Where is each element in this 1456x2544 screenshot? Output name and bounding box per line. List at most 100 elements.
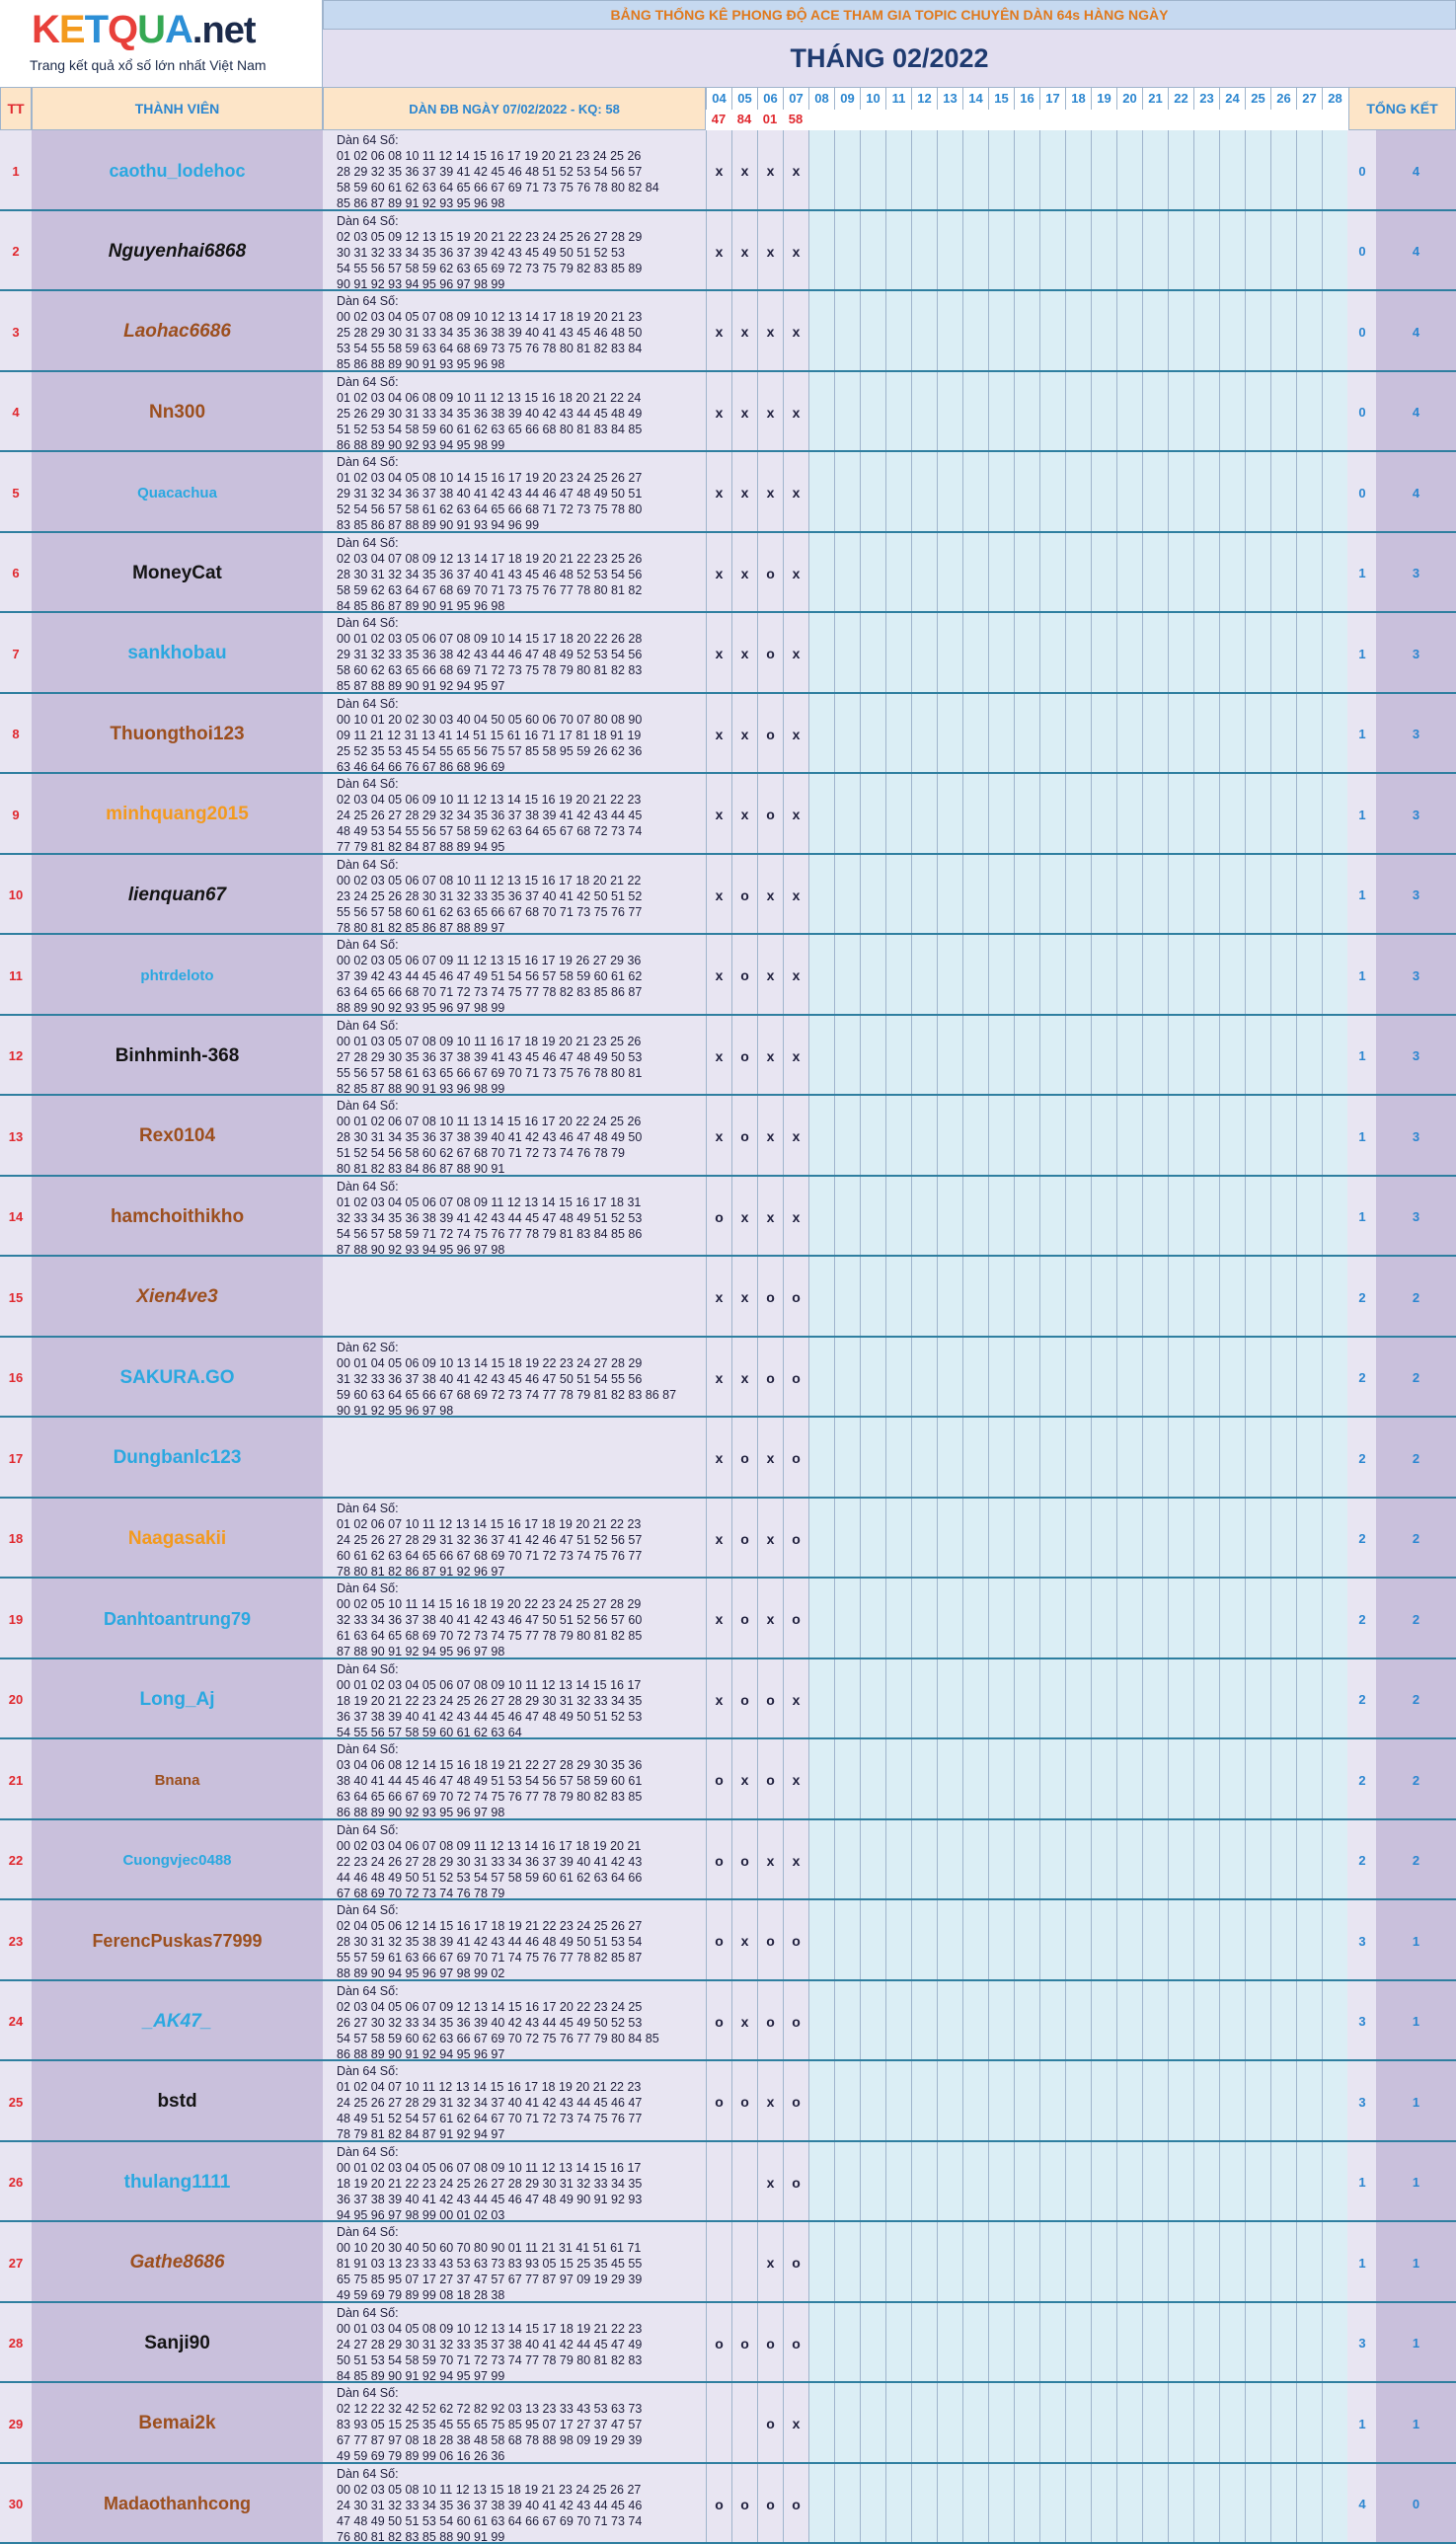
day-cell — [1091, 1016, 1116, 1096]
day-cell — [1091, 1579, 1116, 1659]
day-cell — [860, 130, 885, 211]
day-cell — [885, 1016, 911, 1096]
member-name[interactable]: SAKURA.GO — [32, 1338, 323, 1418]
day-cell — [1142, 1257, 1168, 1338]
day-cell — [1014, 1499, 1039, 1579]
member-name[interactable]: FerencPuskas77999 — [32, 1900, 323, 1981]
day-cell — [1142, 1820, 1168, 1900]
member-name[interactable]: sankhobau — [32, 613, 323, 694]
day-cell — [808, 533, 834, 613]
member-name[interactable]: Bnana — [32, 1739, 323, 1820]
member-name[interactable]: _AK47_ — [32, 1981, 323, 2061]
member-name[interactable]: Bemai2k — [32, 2383, 323, 2464]
day-cell — [860, 1418, 885, 1499]
day-cell — [1091, 1338, 1116, 1418]
day-cell — [834, 694, 860, 774]
member-name[interactable]: Laohac6686 — [32, 291, 323, 372]
count-miss: 4 — [1412, 324, 1420, 340]
day-cell — [1116, 1177, 1142, 1257]
day-cell — [1245, 613, 1270, 694]
count-hit: 0 — [1348, 211, 1376, 291]
day-cell — [1296, 1418, 1322, 1499]
day-cell: x — [783, 935, 808, 1016]
day-cell — [885, 2142, 911, 2222]
member-name[interactable]: thulang1111 — [32, 2142, 323, 2222]
row-divider — [0, 853, 1456, 855]
day-cell — [1245, 533, 1270, 613]
day-cell — [885, 452, 911, 533]
day-cell — [1091, 533, 1116, 613]
member-name[interactable]: bstd — [32, 2061, 323, 2142]
member-name[interactable]: Nn300 — [32, 372, 323, 452]
day-cell — [1142, 935, 1168, 1016]
day-cell — [988, 1338, 1014, 1418]
site-logo[interactable]: KETQUA.net Trang kết quả xổ số lớn nhất … — [0, 0, 323, 87]
row-index: 12 — [8, 1048, 24, 1063]
day-cell: o — [783, 2464, 808, 2544]
day-cell — [1065, 1016, 1091, 1096]
row-divider — [0, 2542, 1456, 2544]
count-hit: 3 — [1348, 1981, 1376, 2061]
count-miss: 1 — [1412, 2175, 1420, 2190]
dan-numbers — [323, 1257, 706, 1338]
row-index: 11 — [9, 967, 23, 983]
day-cell: x — [783, 1177, 808, 1257]
member-name[interactable]: phtrdeloto — [32, 935, 323, 1016]
day-cell — [860, 855, 885, 935]
member-name[interactable]: Quacachua — [32, 452, 323, 533]
member-name[interactable]: Naagasakii — [32, 1499, 323, 1579]
day-cell — [1219, 1499, 1245, 1579]
day-cell — [808, 2222, 834, 2303]
member-name[interactable]: hamchoithikho — [32, 1177, 323, 1257]
member-name[interactable]: Long_Aj — [32, 1659, 323, 1739]
day-cell — [1168, 130, 1193, 211]
day-cell — [1193, 1096, 1219, 1177]
day-cell — [1142, 533, 1168, 613]
member-name[interactable]: Madaothanhcong — [32, 2464, 323, 2544]
member-name[interactable]: Dungbanlc123 — [32, 1418, 323, 1499]
member-name[interactable]: Nguyenhai6868 — [32, 211, 323, 291]
member-name[interactable]: Sanji90 — [32, 2303, 323, 2383]
member-name[interactable]: Rex0104 — [32, 1096, 323, 1177]
day-cell — [937, 1900, 962, 1981]
day-cell: x — [731, 130, 757, 211]
count-miss: 3 — [1412, 727, 1420, 741]
day-cell: o — [757, 2383, 783, 2464]
day-cell — [1296, 694, 1322, 774]
day-cell — [1193, 1257, 1219, 1338]
day-cell — [911, 2303, 937, 2383]
member-name[interactable]: Danhtoantrung79 — [32, 1579, 323, 1659]
member-name[interactable]: lienquan67 — [32, 855, 323, 935]
day-cell — [1091, 1096, 1116, 1177]
table-row: 19 Danhtoantrung79 Dàn 64 Số: 00 02 05 10 … — [0, 1579, 1456, 1659]
day-cell — [911, 2061, 937, 2142]
day-cell — [1270, 1820, 1296, 1900]
day-cell — [911, 2222, 937, 2303]
count-hit: 1 — [1348, 855, 1376, 935]
member-name[interactable]: caothu_lodehoc — [32, 130, 323, 211]
member-name[interactable]: Binhminh-368 — [32, 1016, 323, 1096]
day-cell — [911, 533, 937, 613]
member-name[interactable]: Cuongvjec0488 — [32, 1820, 323, 1900]
day-cell — [1014, 291, 1039, 372]
day-cell — [937, 1499, 962, 1579]
count-miss: 2 — [1412, 1531, 1420, 1546]
member-name[interactable]: Xien4ve3 — [32, 1257, 323, 1338]
day-cell — [1270, 452, 1296, 533]
member-name[interactable]: Thuongthoi123 — [32, 694, 323, 774]
day-cell — [1322, 2464, 1347, 2544]
day-cell — [1245, 2383, 1270, 2464]
day-cell — [1193, 533, 1219, 613]
count-hit: 2 — [1348, 1499, 1376, 1579]
member-name[interactable]: Gathe8686 — [32, 2222, 323, 2303]
day-cell — [860, 935, 885, 1016]
day-cell — [1219, 1820, 1245, 1900]
count-miss: 2 — [1412, 1289, 1420, 1305]
dan-numbers: Dàn 64 Số: 00 01 03 04 05 08 09 10 12 13… — [323, 2303, 706, 2383]
member-name[interactable]: minhquang2015 — [32, 774, 323, 855]
day-cell — [1116, 1659, 1142, 1739]
row-index: 18 — [8, 1531, 24, 1546]
day-header-21: 21 — [1142, 88, 1168, 110]
day-cell: x — [783, 291, 808, 372]
member-name[interactable]: MoneyCat — [32, 533, 323, 613]
